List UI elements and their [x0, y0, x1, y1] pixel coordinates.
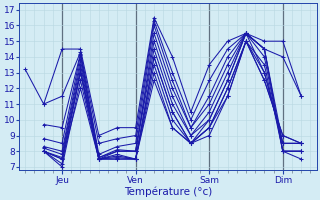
- X-axis label: Température (°c): Température (°c): [124, 186, 212, 197]
